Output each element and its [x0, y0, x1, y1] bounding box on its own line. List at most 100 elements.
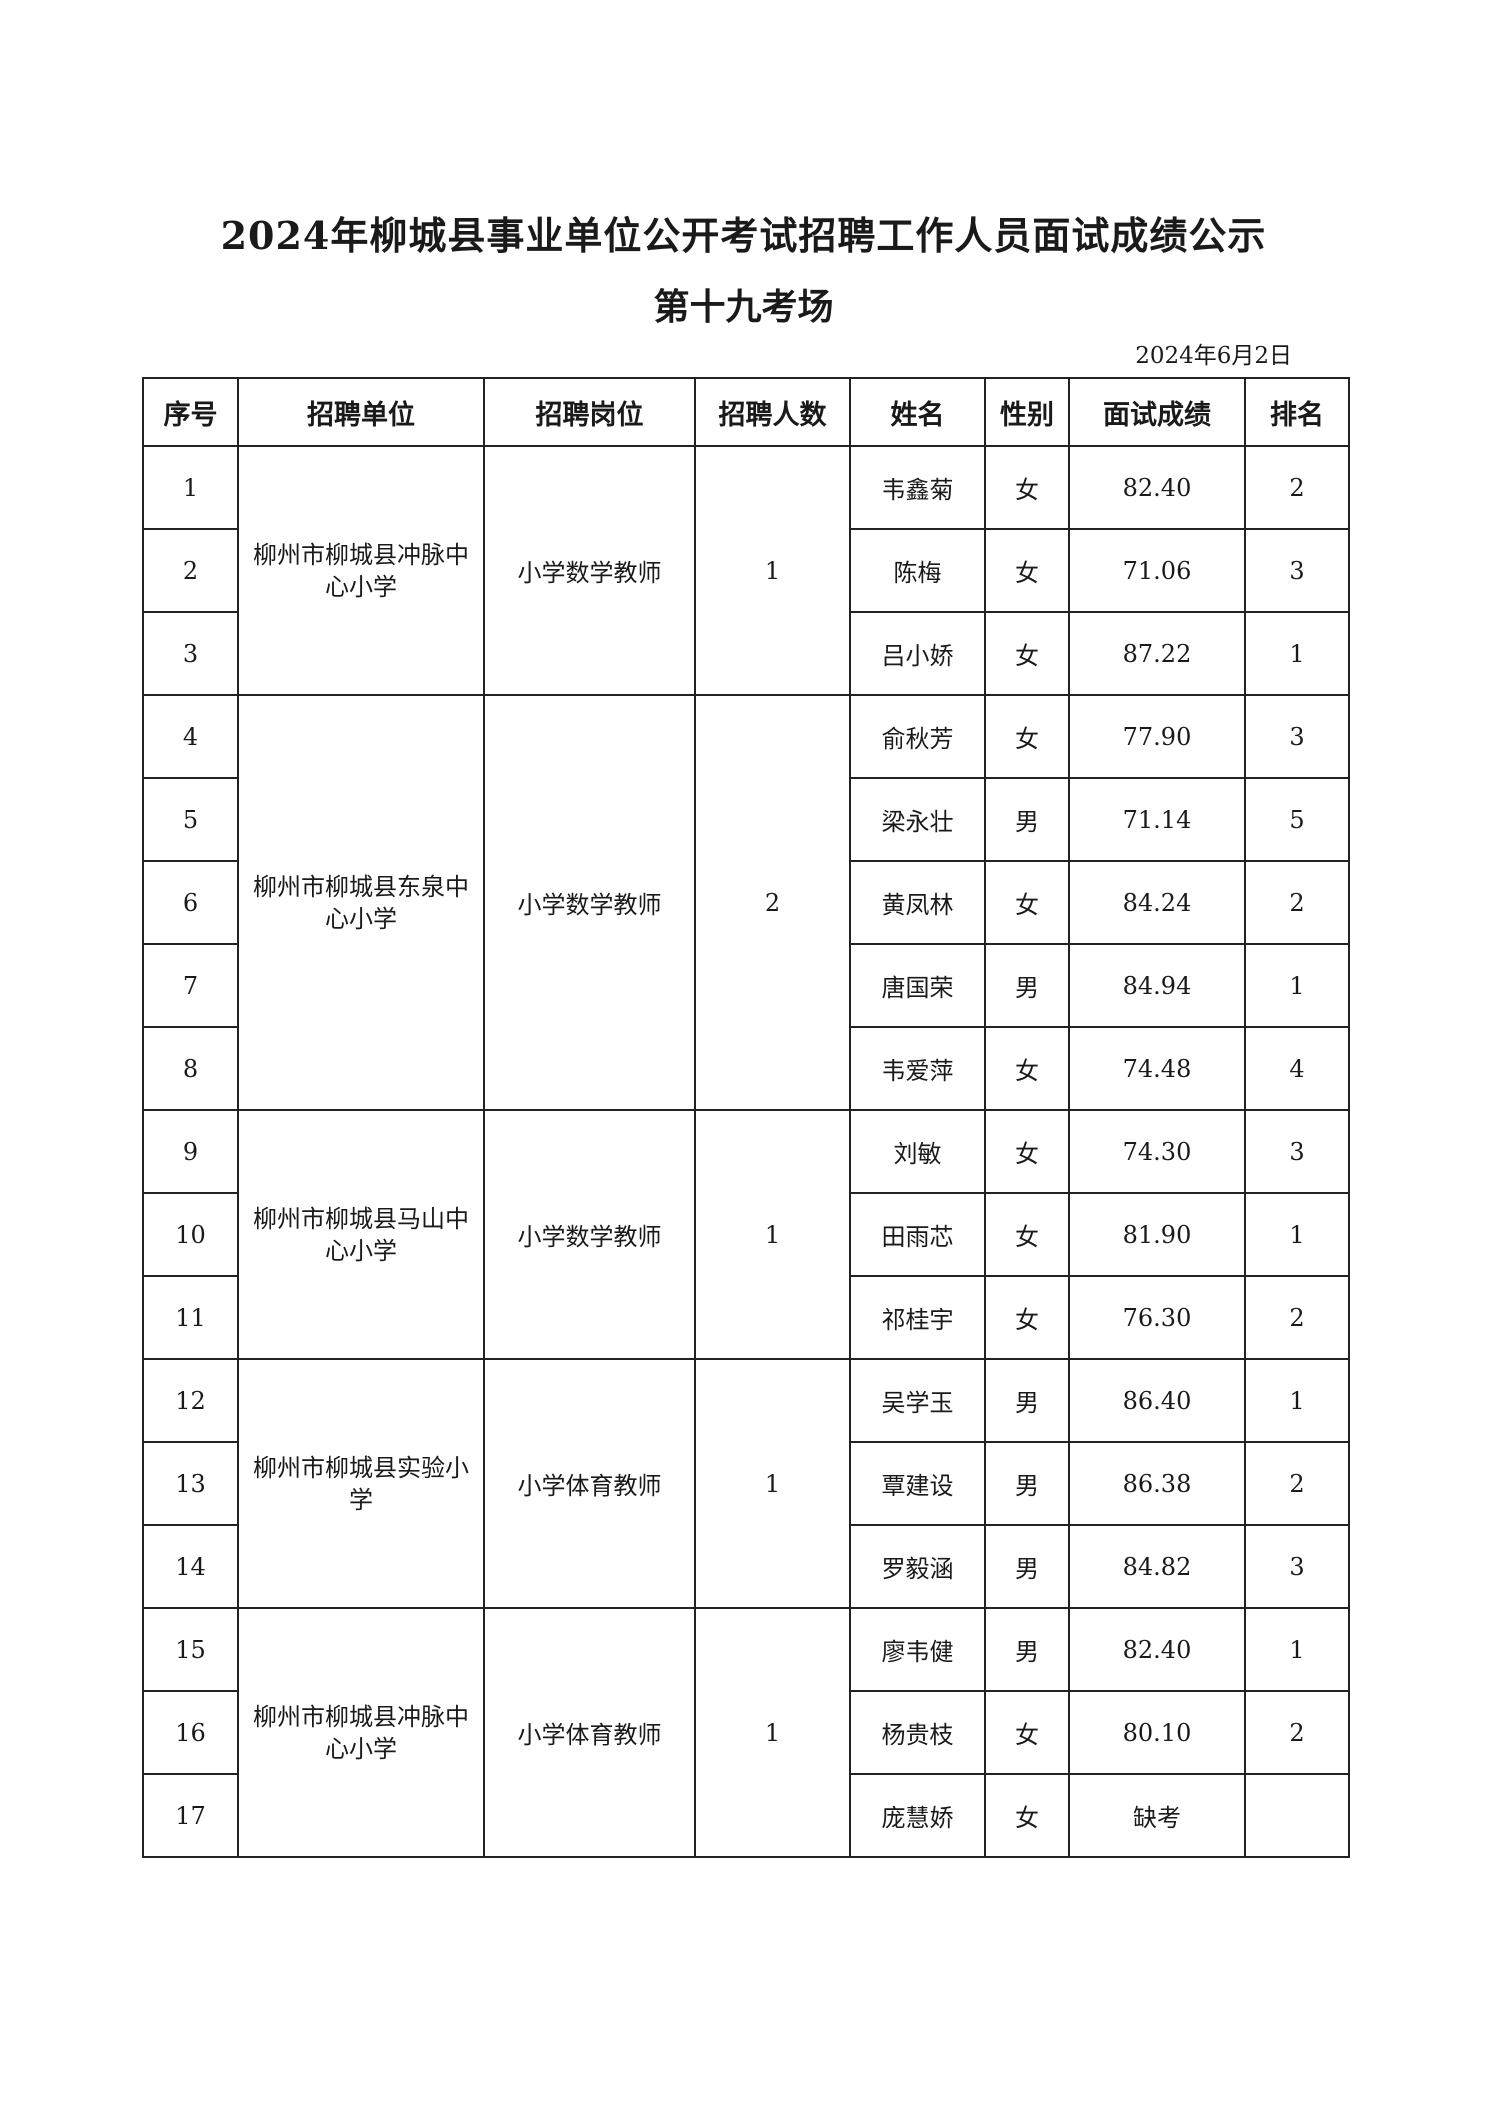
recruiting-post: 小学数学教师	[483, 694, 696, 1111]
interview-score: 74.30	[1068, 1109, 1246, 1194]
candidate-gender: 女	[984, 445, 1070, 530]
interview-score: 84.94	[1068, 943, 1246, 1028]
recruiting-unit: 柳州市柳城县东泉中心小学	[237, 694, 485, 1111]
candidate-rank: 1	[1244, 1358, 1350, 1443]
candidate-rank: 3	[1244, 694, 1350, 779]
table-row: 14 罗毅涵男 84.82 3	[142, 1524, 1350, 1609]
header-unit: 招聘单位	[237, 377, 485, 447]
table-row: 6 黄凤林女 84.24 2	[142, 860, 1350, 945]
page-title: 2024年柳城县事业单位公开考试招聘工作人员面试成绩公示	[220, 213, 1267, 258]
row-number: 8	[142, 1026, 239, 1111]
row-number: 3	[142, 611, 239, 696]
candidate-rank: 1	[1244, 1607, 1350, 1692]
table-row: 17 庞慧娇女缺考	[142, 1773, 1350, 1858]
candidate-gender: 女	[984, 611, 1070, 696]
recruiting-post: 小学数学教师	[483, 1109, 696, 1360]
candidate-gender: 男	[984, 777, 1070, 862]
recruiting-post: 小学数学教师	[483, 445, 696, 696]
candidate-name: 俞秋芳	[849, 694, 986, 779]
interview-score: 84.24	[1068, 860, 1246, 945]
interview-score: 82.40	[1068, 1607, 1246, 1692]
table-row: 5 梁永壮男 71.14 5	[142, 777, 1350, 862]
candidate-name: 吕小娇	[849, 611, 986, 696]
row-number: 17	[142, 1773, 239, 1858]
candidate-gender: 女	[984, 1109, 1070, 1194]
candidate-gender: 女	[984, 1773, 1070, 1858]
candidate-rank: 2	[1244, 1441, 1350, 1526]
recruiting-post: 小学体育教师	[483, 1607, 696, 1858]
candidate-gender: 女	[984, 528, 1070, 613]
header-count: 招聘人数	[694, 377, 851, 447]
exam-room-subtitle: 第十九考场	[653, 286, 834, 328]
candidate-gender: 男	[984, 1441, 1070, 1526]
candidate-rank: 3	[1244, 1524, 1350, 1609]
candidate-name: 庞慧娇	[849, 1773, 986, 1858]
candidate-name: 唐国荣	[849, 943, 986, 1028]
candidate-rank: 2	[1244, 860, 1350, 945]
table-row: 15 柳州市柳城县冲脉中心小学 小学体育教师 1 廖韦健男 82.40 1	[142, 1607, 1350, 1858]
candidate-name: 罗毅涵	[849, 1524, 986, 1609]
row-number: 16	[142, 1690, 239, 1775]
recruiting-post: 小学体育教师	[483, 1358, 696, 1609]
table-row: 9 柳州市柳城县马山中心小学 小学数学教师 1 刘敏女 74.30 3	[142, 1109, 1350, 1360]
candidate-name: 梁永壮	[849, 777, 986, 862]
table-row: 3 吕小娇女 87.22 1	[142, 611, 1350, 696]
recruiting-count: 2	[694, 694, 851, 1111]
table-row: 1 柳州市柳城县冲脉中心小学 小学数学教师 1 韦鑫菊女 82.40 2	[142, 445, 1350, 696]
interview-score: 82.40	[1068, 445, 1246, 530]
candidate-name: 吴学玉	[849, 1358, 986, 1443]
header-post: 招聘岗位	[483, 377, 696, 447]
row-number: 9	[142, 1109, 239, 1194]
table-row: 7 唐国荣男 84.94 1	[142, 943, 1350, 1028]
candidate-gender: 女	[984, 1026, 1070, 1111]
row-number: 11	[142, 1275, 239, 1360]
row-number: 14	[142, 1524, 239, 1609]
interview-score: 80.10	[1068, 1690, 1246, 1775]
candidate-gender: 女	[984, 694, 1070, 779]
interview-score: 74.48	[1068, 1026, 1246, 1111]
table-row: 13 覃建设男 86.38 2	[142, 1441, 1350, 1526]
interview-score: 81.90	[1068, 1192, 1246, 1277]
header-score: 面试成绩	[1068, 377, 1246, 447]
candidate-rank: 2	[1244, 1690, 1350, 1775]
candidate-gender: 男	[984, 1358, 1070, 1443]
header-rank: 排名	[1244, 377, 1350, 447]
recruiting-unit: 柳州市柳城县冲脉中心小学	[237, 1607, 485, 1858]
table-row: 12 柳州市柳城县实验小学 小学体育教师 1 吴学玉男 86.40 1	[142, 1358, 1350, 1609]
candidate-rank: 2	[1244, 1275, 1350, 1360]
interview-score: 86.38	[1068, 1441, 1246, 1526]
candidate-name: 陈梅	[849, 528, 986, 613]
row-number: 15	[142, 1607, 239, 1692]
candidate-gender: 女	[984, 1690, 1070, 1775]
interview-score: 84.82	[1068, 1524, 1246, 1609]
candidate-rank: 3	[1244, 528, 1350, 613]
candidate-name: 覃建设	[849, 1441, 986, 1526]
candidate-gender: 男	[984, 1524, 1070, 1609]
candidate-name: 田雨芯	[849, 1192, 986, 1277]
recruiting-count: 1	[694, 1607, 851, 1858]
table-row: 4 柳州市柳城县东泉中心小学 小学数学教师 2 俞秋芳女 77.90 3	[142, 694, 1350, 1111]
candidate-name: 黄凤林	[849, 860, 986, 945]
table-row: 2 陈梅女 71.06 3	[142, 528, 1350, 613]
row-number: 2	[142, 528, 239, 613]
row-number: 10	[142, 1192, 239, 1277]
publish-date: 2024年6月2日	[1135, 343, 1292, 369]
candidate-gender: 女	[984, 1192, 1070, 1277]
recruiting-unit: 柳州市柳城县实验小学	[237, 1358, 485, 1609]
candidate-name: 韦爱萍	[849, 1026, 986, 1111]
table-row: 10 田雨芯女 81.90 1	[142, 1192, 1350, 1277]
table-row: 16 杨贵枝女 80.10 2	[142, 1690, 1350, 1775]
recruiting-count: 1	[694, 445, 851, 696]
interview-score: 87.22	[1068, 611, 1246, 696]
table-header-row: 序号 招聘单位 招聘岗位 招聘人数 姓名 性别 面试成绩 排名	[142, 377, 1350, 447]
interview-score: 76.30	[1068, 1275, 1246, 1360]
table-row: 11 祁桂宇女 76.30 2	[142, 1275, 1350, 1360]
candidate-rank: 5	[1244, 777, 1350, 862]
candidate-rank: 1	[1244, 943, 1350, 1028]
recruiting-unit: 柳州市柳城县冲脉中心小学	[237, 445, 485, 696]
row-number: 5	[142, 777, 239, 862]
candidate-name: 祁桂宇	[849, 1275, 986, 1360]
candidate-gender: 男	[984, 1607, 1070, 1692]
interview-score: 71.06	[1068, 528, 1246, 613]
candidate-gender: 女	[984, 1275, 1070, 1360]
